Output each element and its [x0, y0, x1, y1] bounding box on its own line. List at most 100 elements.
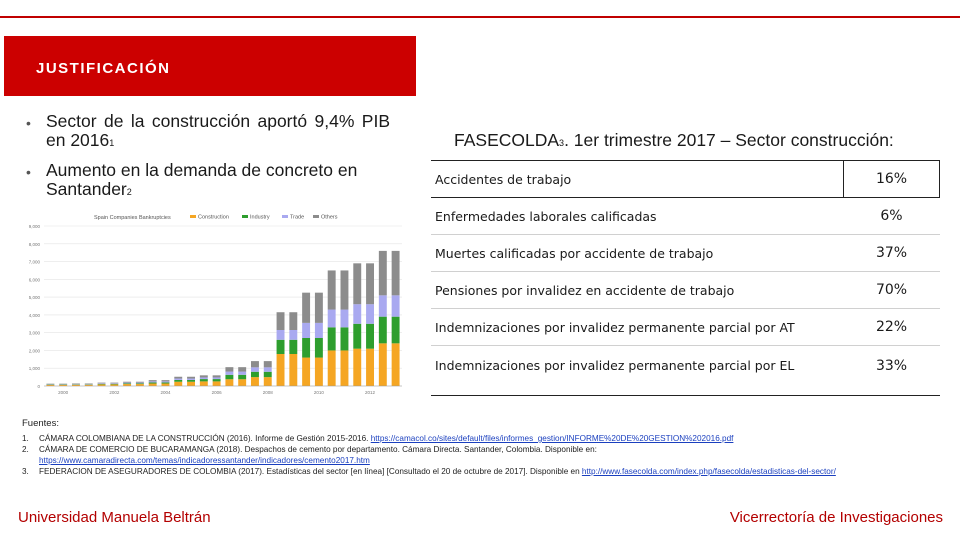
- row-value: 70%: [843, 271, 940, 309]
- bar-segment: [187, 376, 195, 379]
- y-tick-label: 8,000: [29, 242, 41, 247]
- bar-segment: [276, 312, 285, 330]
- bar-segment: [302, 322, 311, 338]
- bar-segment: [148, 381, 157, 383]
- bar-segment: [378, 343, 387, 386]
- bar-segment: [135, 384, 144, 386]
- bar-segment: [72, 384, 80, 386]
- bar-segment: [251, 371, 259, 378]
- bar-segment: [135, 382, 144, 384]
- bar-segment: [110, 382, 119, 384]
- bar-segment: [135, 383, 144, 385]
- bar-segment: [174, 376, 183, 379]
- bar-segment: [97, 382, 106, 384]
- y-tick-label: 7,000: [29, 260, 41, 265]
- y-tick-label: 9,000: [29, 224, 41, 229]
- bar-segment: [148, 380, 157, 382]
- bar-segment: [97, 383, 106, 384]
- row-label: Muertes calificadas por accidente de tra…: [431, 234, 844, 272]
- bar-segment: [174, 379, 183, 382]
- source-item: 3. FEDERACION DE ASEGURADORES DE COLOMBI…: [22, 466, 942, 477]
- bar-segment: [263, 371, 272, 378]
- x-tick-label: 2004: [160, 390, 171, 395]
- bar-segment: [391, 250, 400, 296]
- bar-segment: [161, 381, 170, 383]
- bar-segment: [314, 357, 323, 386]
- bar-segment: [327, 327, 336, 351]
- bar-segment: [84, 383, 93, 385]
- bar-segment: [327, 270, 336, 310]
- bullet-text: Aumento en la demanda de concreto en San…: [46, 160, 358, 199]
- bar-segment: [238, 374, 247, 380]
- bar-segment: [251, 377, 259, 386]
- fasecolda-title-rest: . 1er trimestre 2017 – Sector construcci…: [564, 130, 894, 150]
- bar-segment: [225, 374, 234, 380]
- bar-segment: [378, 316, 387, 344]
- bar-segment: [199, 375, 208, 378]
- fasecolda-ref: 3: [559, 138, 565, 148]
- bar-segment: [314, 292, 323, 323]
- bar-segment: [340, 309, 349, 328]
- row-value: 22%: [843, 308, 940, 346]
- bar-segment: [148, 382, 157, 384]
- legend-label: Construction: [198, 215, 229, 221]
- bar-segment: [199, 377, 208, 380]
- y-tick-label: 6,000: [29, 277, 41, 282]
- source-number: 3.: [22, 467, 29, 476]
- source-number: 2.: [22, 445, 29, 454]
- bar-segment: [353, 323, 362, 349]
- bar-segment: [263, 367, 272, 372]
- bar-segment: [314, 322, 323, 338]
- bar-segment: [174, 378, 183, 380]
- bar-segment: [302, 357, 311, 386]
- source-item: 2. CÁMARA DE COMERCIO DE BUCARAMANGA (20…: [22, 444, 942, 466]
- bar-segment: [161, 380, 170, 382]
- bar-segment: [238, 367, 247, 372]
- bar-segment: [378, 250, 387, 296]
- legend-swatch: [190, 215, 196, 218]
- bar-segment: [378, 295, 387, 317]
- bankruptcies-chart: 0 1,000 2,000 3,000 4,000 5,000 6,000 7,000 8,00…: [8, 210, 410, 410]
- bar-segment: [366, 323, 374, 349]
- row-value: 16%: [843, 160, 940, 198]
- bar-segment: [251, 361, 259, 368]
- bar-segment: [327, 350, 336, 386]
- table-row: Muertes calificadas por accidente de tra…: [431, 234, 940, 272]
- bullet-ref: 2: [126, 187, 132, 197]
- bullet-item: • Sector de la construcción aportó 9,4% …: [26, 112, 390, 153]
- chart-title: Spain Companies Bankruptcies: [94, 215, 171, 221]
- bar-segment: [314, 338, 323, 358]
- legend-label: Others: [321, 215, 338, 221]
- bar-segment: [97, 384, 106, 386]
- bar-segment: [340, 350, 349, 386]
- bar-segment: [353, 304, 362, 324]
- bar-segment: [366, 348, 374, 386]
- bar-segment: [110, 384, 119, 386]
- bar-segment: [174, 381, 183, 386]
- source-link[interactable]: https://www.camaradirecta.com/temas/indi…: [39, 456, 370, 465]
- table-row: Enfermedades laborales calificadas 6%: [431, 198, 940, 235]
- title-banner: [4, 36, 416, 96]
- bar-segment: [327, 309, 336, 328]
- bar-segment: [225, 379, 234, 386]
- row-value: 6%: [880, 208, 903, 224]
- bar-segment: [123, 382, 132, 384]
- y-tick-label: 0: [37, 384, 40, 389]
- bar-segment: [340, 270, 349, 310]
- bar-segment: [110, 383, 119, 384]
- bar-segment: [276, 330, 285, 340]
- y-tick-label: 5,000: [29, 295, 41, 300]
- bar-segment: [161, 382, 170, 384]
- source-link[interactable]: https://camacol.co/sites/default/files/i…: [370, 434, 734, 443]
- bar-segment: [263, 361, 272, 368]
- bar-segment: [263, 377, 272, 386]
- bar-segment: [123, 381, 132, 383]
- page-title: JUSTIFICACIÓN: [36, 60, 171, 77]
- bar-segment: [238, 371, 247, 375]
- source-text: CÁMARA COLOMBIANA DE LA CONSTRUCCIÓN (20…: [39, 433, 733, 444]
- bar-segment: [302, 338, 311, 358]
- x-tick-label: 2010: [314, 390, 325, 395]
- row-label: Indemnizaciones por invalidez permanente…: [431, 345, 844, 396]
- source-link[interactable]: http://www.fasecolda.com/index.php/fasec…: [581, 467, 836, 476]
- bar-segment: [110, 383, 119, 385]
